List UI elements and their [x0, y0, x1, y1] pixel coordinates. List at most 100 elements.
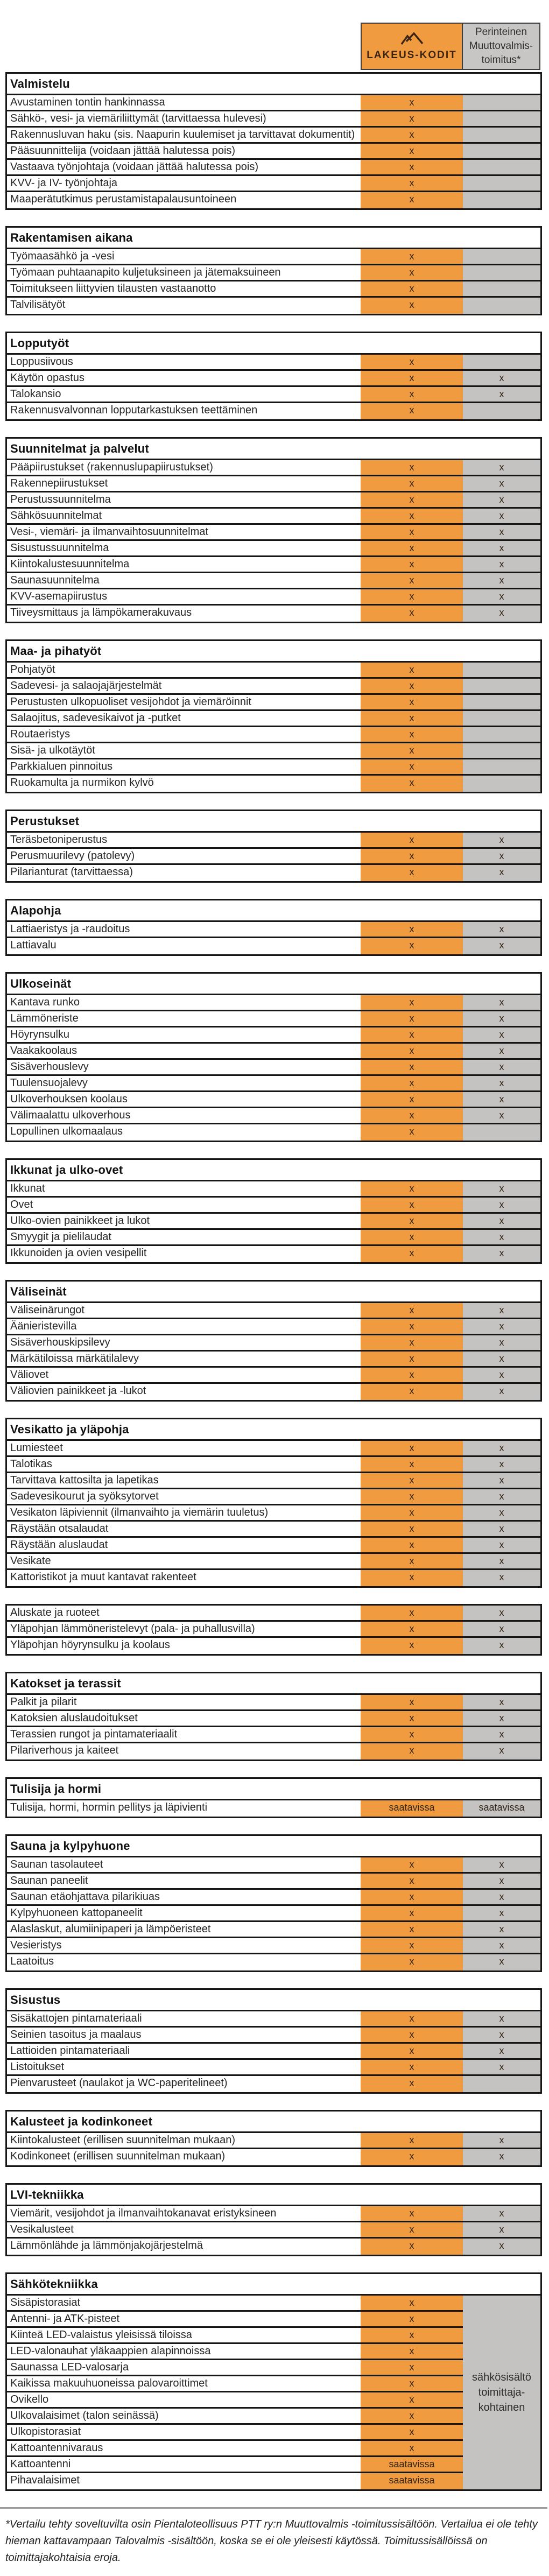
lakeus-mark-cell: x	[361, 2044, 463, 2060]
lakeus-mark-cell: x	[361, 476, 463, 492]
table-row: Kiintokalustesuunnitelma x x	[7, 557, 540, 573]
lakeus-mark-cell: x	[361, 2011, 463, 2028]
row-label: Lopullinen ulkomaalaus	[10, 1125, 123, 1137]
row-label: Tulisija, hormi, hormin pellitys ja läpi…	[10, 1801, 208, 1813]
lakeus-mark-cell: x	[361, 1554, 463, 1570]
row-label: Kodinkoneet (erillisen suunnitelman muka…	[10, 2150, 226, 2162]
table-row: LED-valonauhat yläkaappien alapinnoissa …	[7, 2344, 540, 2360]
lakeus-mark-cell: x	[361, 759, 463, 776]
section-title: Valmistelu	[7, 74, 540, 95]
row-label: Ovikello	[7, 2392, 361, 2409]
row-label: Sisäkattojen pintamateriaali	[7, 2011, 361, 2028]
lakeus-mark-cell: x	[361, 281, 463, 298]
section-rows: Saunan tasolauteet x x Saunan paneelit x…	[7, 1857, 540, 1970]
row-label: Katoksien aluslaudoitukset	[7, 1711, 361, 1727]
row-label: Loppusiivous	[7, 355, 361, 371]
table-row: Äänieristevilla x x	[7, 1319, 540, 1335]
lakeus-mark-cell: x	[361, 1335, 463, 1352]
row-label: Lattioiden pintamateriaali	[7, 2044, 361, 2060]
comparison-table-section: Kalusteet ja kodinkoneet Kiintokalusteet…	[5, 2110, 542, 2167]
table-row: Saunan tasolauteet x x	[7, 1857, 540, 1874]
lakeus-mark-cell: x	[361, 2344, 463, 2360]
lakeus-mark-cell: x	[361, 1638, 463, 1654]
traditional-mark-cell: x	[463, 1906, 540, 1922]
table-row: Seinien tasoitus ja maalaus x x	[7, 2028, 540, 2044]
traditional-mark-cell: x	[463, 1214, 540, 1230]
table-row: Aluskate ja ruoteet x x	[7, 1606, 540, 1622]
table-row: Pohjatyöt x	[7, 663, 540, 679]
traditional-mark-cell: x	[463, 1695, 540, 1711]
row-label: Kiintokalustesuunnitelma	[7, 557, 361, 573]
row-label: Ikkunat	[7, 1181, 361, 1198]
table-row: Sadevesikourut ja syöksytorvet x x	[7, 1489, 540, 1505]
row-label: Räystään otsalaudat	[7, 1522, 361, 1538]
row-label: Talvilisätyöt	[10, 299, 66, 311]
section-rows: Ikkunat x x Ovet x x Ulko-ovien painikke…	[7, 1181, 540, 1262]
table-row: Pilariverhous ja kaiteet x x	[7, 1743, 540, 1759]
row-label: Sähkösuunnitelmat	[7, 509, 361, 525]
table-row: Lämmönlähde ja lämmönjakojärjestelmä x x	[7, 2239, 540, 2255]
section-rows: Tulisija, hormi, hormin pellitys ja läpi…	[7, 1800, 540, 1817]
section-rows: Viemärit, vesijohdot ja ilmanvaihtokanav…	[7, 2206, 540, 2255]
table-row: Vesikate x x	[7, 1554, 540, 1570]
lakeus-mark-cell: saatavissa	[361, 2473, 463, 2489]
section-rows: Kantava runko x x Lämmöneriste x x Höyry…	[7, 995, 540, 1141]
table-row: Listoitukset x x	[7, 2060, 540, 2076]
section-rows: Loppusiivous x Käytön opastus x x Taloka…	[7, 355, 540, 419]
lakeus-mark-cell: saatavissa	[361, 1800, 463, 1817]
row-label: Laatoitus	[10, 1955, 54, 1967]
lakeus-mark-cell: x	[361, 176, 463, 192]
table-row: Käytön opastus x x	[7, 371, 540, 387]
lakeus-mark-cell: x	[361, 573, 463, 589]
traditional-mark-cell: x	[463, 922, 540, 938]
lakeus-mark-cell: x	[361, 1938, 463, 1954]
traditional-mark-cell: x	[463, 1727, 540, 1743]
traditional-mark-cell: x	[463, 1622, 540, 1638]
table-row: Saunassa LED-valosarja x	[7, 2360, 540, 2376]
row-label: Märkätiloissa märkätilalevy	[7, 1352, 361, 1368]
row-label: Yläpohjan höyrynsulku ja koolaus	[10, 1639, 170, 1651]
comparison-table-section: Sähkötekniikka Sisäpistorasiat x Antenni…	[5, 2272, 542, 2491]
table-row: Laatoitus x x	[7, 1954, 540, 1970]
traditional-mark-cell: x	[463, 849, 540, 865]
table-row: Talvilisätyöt x	[7, 298, 540, 314]
lakeus-mark-cell: x	[361, 298, 463, 314]
table-row: Kattoantennivaraus x	[7, 2441, 540, 2457]
table-row: Tuulensuojalevy x x	[7, 1076, 540, 1092]
row-label: Talokansio	[7, 387, 361, 403]
traditional-mark-cell: x	[463, 1489, 540, 1505]
table-row: Yläpohjan lämmöneristelevyt (pala- ja pu…	[7, 1622, 540, 1638]
lakeus-mark-cell: x	[361, 1457, 463, 1473]
lakeus-mark-cell: x	[361, 2206, 463, 2222]
row-label: Lattiavalu	[10, 939, 57, 951]
table-row: Pienvarusteet (naulakot ja WC-paperiteli…	[7, 2076, 540, 2092]
traditional-mark-cell: x	[463, 1857, 540, 1874]
table-row: Työmaan puhtaanapito kuljetuksineen ja j…	[7, 265, 540, 281]
lakeus-mark-cell: x	[361, 1954, 463, 1970]
traditional-mark-cell	[463, 281, 540, 298]
lakeus-mark-cell: x	[361, 1044, 463, 1060]
traditional-mark-cell: x	[463, 2206, 540, 2222]
table-row: Viemärit, vesijohdot ja ilmanvaihtokanav…	[7, 2206, 540, 2222]
traditional-mark-cell	[463, 176, 540, 192]
row-label: Kattoantenni	[7, 2457, 361, 2473]
section-title: Ikkunat ja ulko-ovet	[7, 1160, 540, 1181]
table-row: Sähkö-, vesi- ja viemäriliittymät (tarvi…	[7, 111, 540, 128]
row-label: Lattiaeristys ja -raudoitus	[7, 922, 361, 938]
row-label: Teräsbetoniperustus	[7, 833, 361, 849]
row-label: Pienvarusteet (naulakot ja WC-paperiteli…	[10, 2077, 228, 2089]
section-title: Suunnitelmat ja palvelut	[7, 439, 540, 460]
table-row: Sähkösuunnitelmat x x	[7, 509, 540, 525]
lakeus-mark-cell: x	[361, 589, 463, 606]
row-label: Vesi-, viemäri- ja ilmanvaihtosuunnitelm…	[7, 525, 361, 541]
traditional-mark-cell: x	[463, 1606, 540, 1622]
comparison-table-section: Perustukset Teräsbetoniperustus x x Peru…	[5, 810, 542, 883]
table-row: Maaperätutkimus perustamistapalausuntoin…	[7, 192, 540, 208]
row-label: Ulko-ovien painikkeet ja lukot	[7, 1214, 361, 1230]
lakeus-mark-cell: x	[361, 2376, 463, 2392]
row-label: Ulkopistorasiat	[7, 2425, 361, 2441]
row-label: Kattoantennivaraus	[7, 2441, 361, 2457]
traditional-mark-cell: x	[463, 1922, 540, 1938]
table-row: Perustussuunnitelma x x	[7, 492, 540, 509]
lakeus-mark-cell: x	[361, 95, 463, 111]
